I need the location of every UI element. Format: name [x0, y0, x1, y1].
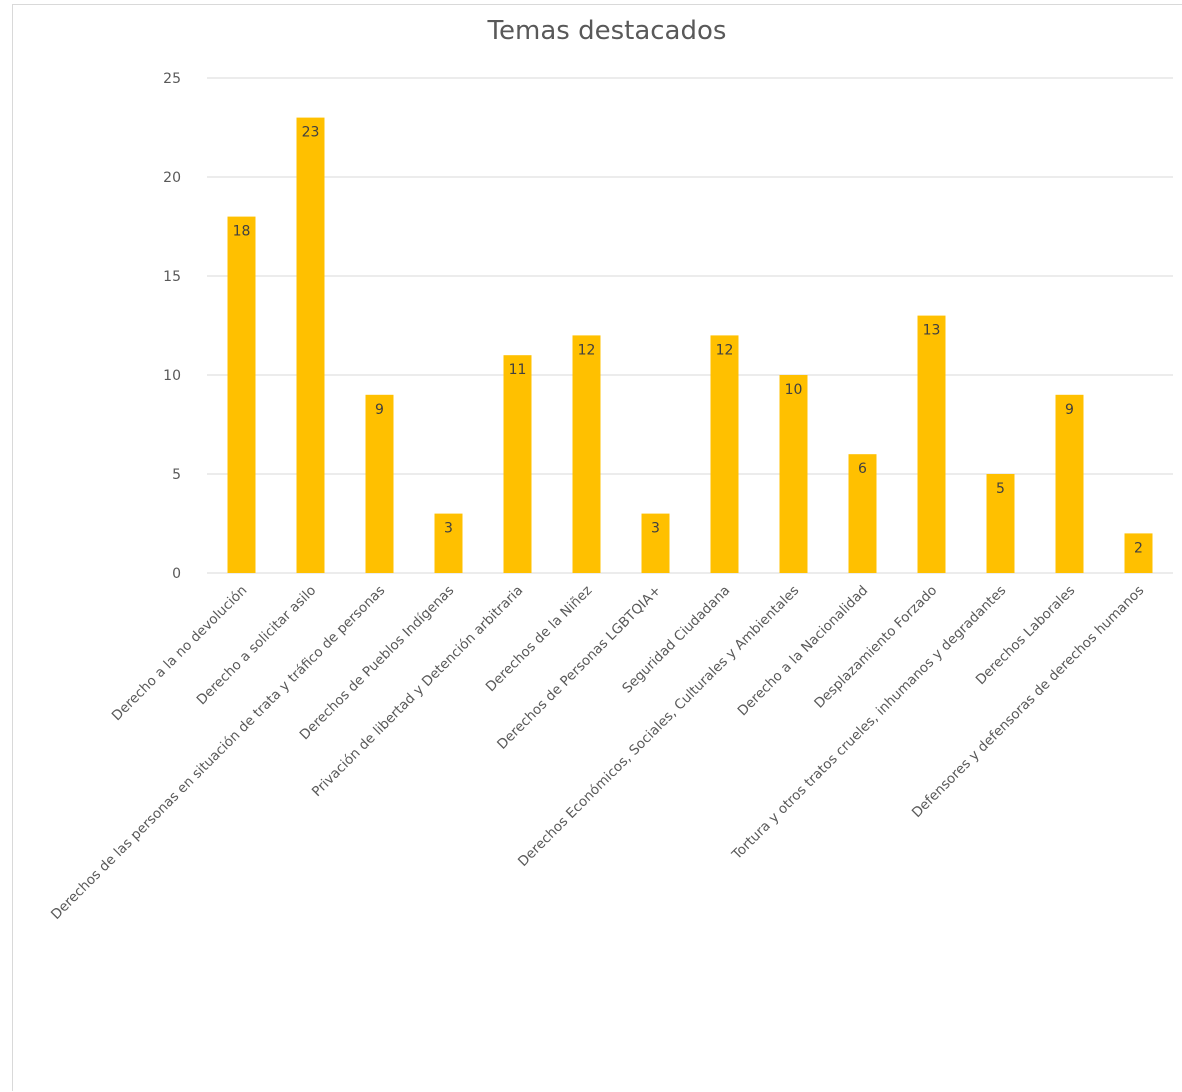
- bar: [641, 513, 670, 573]
- bar: [365, 394, 394, 573]
- data-label: 3: [444, 521, 453, 537]
- bars: [227, 117, 1153, 573]
- bar-chart: 0 5 10 15 20 25 18 23 9 3 11 12 3 12 10 6 13 5 9 2 Derecho…: [48, 16, 1173, 923]
- bar: [503, 355, 532, 573]
- x-tick-label: Derechos de las personas en situación de…: [48, 583, 388, 923]
- bar: [296, 117, 325, 573]
- bar: [1055, 394, 1084, 573]
- bar: [917, 315, 946, 573]
- y-axis-ticks: 0 5 10 15 20 25: [163, 71, 181, 582]
- y-tick-label: 20: [163, 170, 181, 186]
- data-label: 6: [858, 461, 867, 477]
- data-label: 18: [233, 224, 251, 240]
- y-tick-label: 10: [163, 368, 181, 384]
- data-label: 10: [785, 382, 803, 398]
- x-tick-label: Defensores y defensoras de derechos huma…: [909, 583, 1147, 821]
- y-tick-label: 15: [163, 269, 181, 285]
- x-tick-label: Derechos de Pueblos Indígenas: [297, 583, 458, 744]
- data-label: 11: [509, 362, 527, 378]
- data-label: 9: [375, 402, 384, 418]
- data-label: 12: [578, 342, 596, 358]
- data-label: 9: [1065, 402, 1074, 418]
- data-labels: 18 23 9 3 11 12 3 12 10 6 13 5 9 2: [233, 125, 1143, 557]
- bar: [1124, 533, 1153, 573]
- bar: [434, 513, 463, 573]
- bar: [986, 474, 1015, 573]
- bar: [227, 216, 256, 573]
- y-tick-label: 0: [172, 566, 181, 582]
- bar: [779, 375, 808, 573]
- x-tick-label: Derecho a la Nacionalidad: [735, 583, 872, 720]
- data-label: 13: [923, 323, 941, 339]
- chart-title: Temas destacados: [487, 16, 727, 46]
- data-label: 5: [996, 481, 1005, 497]
- data-label: 2: [1134, 540, 1143, 556]
- x-tick-label: Desplazamiento Forzado: [811, 583, 940, 712]
- gridlines: [207, 77, 1173, 574]
- y-tick-label: 5: [172, 467, 181, 483]
- data-label: 12: [716, 342, 734, 358]
- data-label: 23: [302, 125, 320, 141]
- bar: [848, 454, 877, 573]
- chart-area: 0 5 10 15 20 25 18 23 9 3 11 12 3 12 10 6 13 5 9 2 Derecho…: [12, 4, 1182, 1091]
- data-label: 3: [651, 521, 660, 537]
- bar: [710, 335, 739, 573]
- x-tick-label: Derecho a solicitar asilo: [194, 583, 320, 709]
- y-tick-label: 25: [163, 71, 181, 87]
- x-tick-label: Derecho a la no devolución: [109, 583, 251, 725]
- bar: [572, 335, 601, 573]
